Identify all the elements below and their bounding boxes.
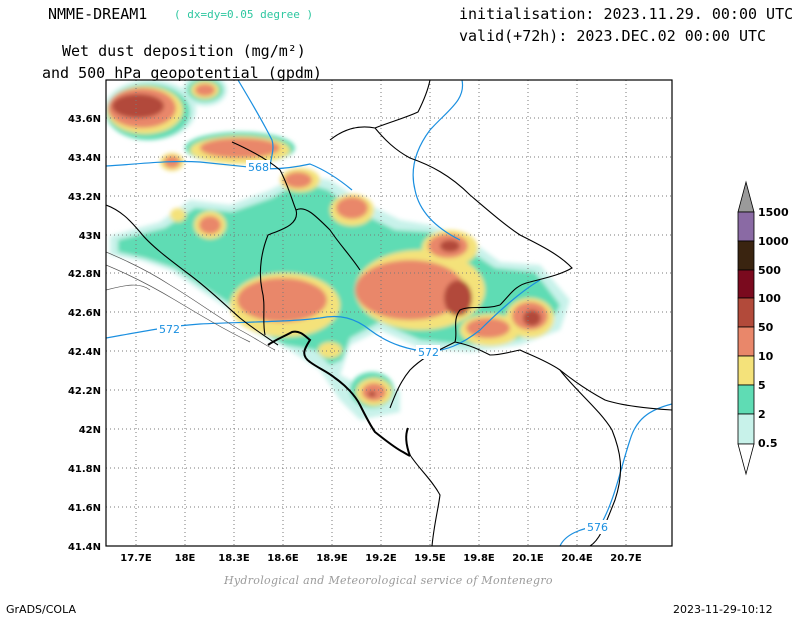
colorbar-label: 2 bbox=[758, 408, 766, 421]
initialisation-label: initialisation: 2023.11.29. 00:00 UTC bbox=[459, 5, 794, 23]
colorbar-segment bbox=[737, 240, 755, 271]
colorbar-segment bbox=[737, 413, 755, 445]
lat-label: 43N bbox=[79, 231, 101, 242]
contour-572-north bbox=[412, 80, 464, 241]
lat-label: 42.8N bbox=[68, 269, 101, 280]
colorbar-bottom-arrow bbox=[737, 443, 755, 476]
colorbar-label: 5 bbox=[758, 379, 766, 392]
colorbar-segment bbox=[737, 269, 755, 299]
lat-label: 42.6N bbox=[68, 308, 101, 319]
lat-label: 42.4N bbox=[68, 347, 101, 358]
colorbar-segment bbox=[737, 355, 755, 386]
lat-label: 43.6N bbox=[68, 114, 101, 125]
colorbar-segment bbox=[737, 384, 755, 415]
generation-timestamp: 2023-11-29-10:12 bbox=[673, 603, 773, 616]
valid-time-label: valid(+72h): 2023.DEC.02 00:00 UTC bbox=[459, 27, 767, 45]
lat-label: 42.2N bbox=[68, 386, 101, 397]
colorbar-segment bbox=[737, 326, 755, 357]
contour-572 bbox=[106, 279, 541, 353]
lon-label: 18E bbox=[175, 553, 196, 564]
contour-label-576: 576 bbox=[587, 521, 608, 534]
colorbar-label: 0.5 bbox=[758, 437, 778, 450]
coastline bbox=[267, 330, 411, 457]
resolution-label: ( dx=dy=0.05 degree ) bbox=[174, 8, 314, 21]
lat-label: 41.4N bbox=[68, 542, 101, 553]
lon-label: 20.1E bbox=[512, 553, 544, 564]
map-border bbox=[105, 79, 673, 547]
lon-label: 19.5E bbox=[414, 553, 446, 564]
colorbar-label: 500 bbox=[758, 264, 781, 277]
lat-label: 41.8N bbox=[68, 464, 101, 475]
lon-label: 18.3E bbox=[218, 553, 250, 564]
dust-deposition-field bbox=[106, 80, 570, 420]
contour-labels: 568 572 572 576 bbox=[157, 160, 609, 534]
lon-label: 19.8E bbox=[463, 553, 495, 564]
longitude-axis: 17.7E 18E 18.3E 18.6E 18.9E 19.2E 19.5E … bbox=[120, 553, 642, 564]
lon-label: 20.7E bbox=[610, 553, 642, 564]
colorbar-labels: 1500 1000 500 100 50 10 5 2 0.5 bbox=[758, 206, 789, 450]
colorbar-label: 1000 bbox=[758, 235, 789, 248]
colorbar-label: 100 bbox=[758, 292, 781, 305]
colorbar bbox=[737, 180, 755, 476]
source-credit: Hydrological and Meteorological service … bbox=[224, 574, 553, 587]
contour-label-568: 568 bbox=[248, 161, 269, 174]
colorbar-label: 1500 bbox=[758, 206, 789, 219]
lon-label: 17.7E bbox=[120, 553, 152, 564]
colorbar-label: 50 bbox=[758, 321, 774, 334]
contour-576 bbox=[559, 403, 672, 546]
minor-lines bbox=[106, 251, 276, 351]
lat-label: 43.2N bbox=[68, 192, 101, 203]
lat-label: 43.4N bbox=[68, 153, 101, 164]
lat-label: 42N bbox=[79, 425, 101, 436]
contour-label-572-east: 572 bbox=[418, 346, 439, 359]
model-title: NMME-DREAM1 bbox=[48, 5, 148, 23]
colorbar-segment bbox=[737, 211, 755, 242]
contour-label-572-west: 572 bbox=[159, 323, 180, 336]
latitude-axis: 43.6N 43.4N 43.2N 43N 42.8N 42.6N 42.4N … bbox=[68, 114, 101, 553]
contour-568-north bbox=[237, 80, 274, 169]
lon-label: 18.9E bbox=[316, 553, 348, 564]
lat-label: 41.6N bbox=[68, 503, 101, 514]
colorbar-top-arrow bbox=[737, 180, 755, 213]
colorbar-label: 10 bbox=[758, 350, 774, 363]
software-credit: GrADS/COLA bbox=[6, 603, 76, 616]
lon-label: 18.6E bbox=[267, 553, 299, 564]
lon-label: 20.4E bbox=[561, 553, 593, 564]
variable-title-line2: and 500 hPa geopotential (gpdm) bbox=[42, 64, 322, 82]
lon-label: 19.2E bbox=[365, 553, 397, 564]
colorbar-segment bbox=[737, 297, 755, 328]
variable-title-line1: Wet dust deposition (mg/m²) bbox=[62, 42, 306, 60]
